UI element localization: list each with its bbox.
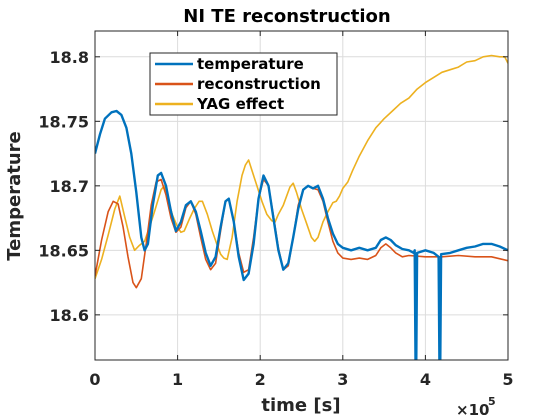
x-tick-label: 2	[255, 370, 266, 389]
legend-label-temperature: temperature	[197, 55, 304, 73]
y-axis-label: Temperature	[4, 131, 25, 260]
x-tick-label: 0	[89, 370, 100, 389]
legend-label-yag-effect: YAG effect	[196, 95, 284, 113]
x-tick-label: 4	[420, 370, 431, 389]
legend: temperature reconstruction YAG effect	[149, 52, 338, 116]
legend-label-reconstruction: reconstruction	[197, 75, 321, 93]
y-tick-label: 18.65	[38, 241, 89, 260]
y-tick-label: 18.8	[50, 48, 89, 67]
x-tick-label: 3	[337, 370, 348, 389]
x-tick-label: 5	[502, 370, 513, 389]
chart-title: NI TE reconstruction	[183, 6, 390, 27]
x-axis-label: time [s]	[261, 395, 340, 416]
x-multiplier: ×10 5	[456, 395, 496, 419]
axes-box	[94, 30, 509, 361]
y-tick-label: 18.7	[50, 177, 89, 196]
y-tick-label: 18.6	[50, 306, 89, 325]
axis-ticks	[94, 31, 509, 360]
y-tick-label: 18.75	[38, 112, 89, 131]
plot-lines	[95, 54, 508, 360]
series-line-temperature	[95, 109, 508, 360]
x-multiplier-exponent: 5	[488, 395, 496, 408]
x-tick-label: 1	[172, 370, 183, 389]
x-multiplier-base: ×10	[456, 401, 489, 419]
